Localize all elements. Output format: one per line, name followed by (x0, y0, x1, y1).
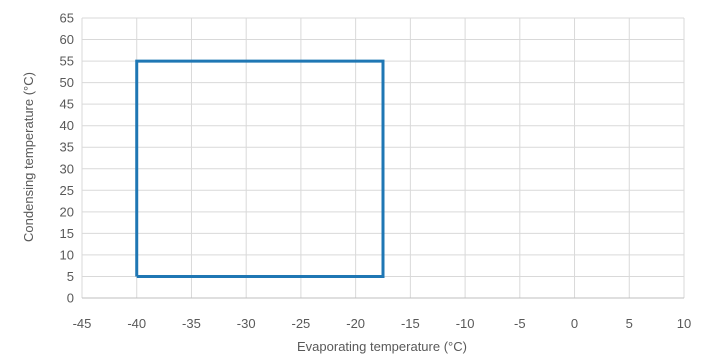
y-tick-label: 25 (60, 183, 74, 198)
y-tick-label: 10 (60, 247, 74, 262)
x-tick-label: -25 (292, 316, 311, 331)
x-tick-label: -40 (127, 316, 146, 331)
envelope-series-line (135, 59, 385, 278)
x-axis-label: Evaporating temperature (°C) (297, 339, 467, 354)
x-tick-label: -45 (73, 316, 92, 331)
x-tick-label: 10 (677, 316, 691, 331)
x-tick-label: -30 (237, 316, 256, 331)
x-tick-labels: -45 -40 -35 -30 -25 -20 -15 -10 -5 0 5 10 (73, 316, 692, 331)
y-tick-labels: 0 5 10 15 20 25 30 35 40 45 50 55 60 65 (60, 11, 74, 306)
y-tick-label: 35 (60, 140, 74, 155)
y-tick-label: 45 (60, 97, 74, 112)
x-tick-label: 0 (571, 316, 578, 331)
y-tick-label: 15 (60, 226, 74, 241)
y-tick-label: 30 (60, 161, 74, 176)
y-tick-label: 50 (60, 75, 74, 90)
x-tick-label: 5 (626, 316, 633, 331)
y-tick-label: 40 (60, 118, 74, 133)
y-tick-label: 55 (60, 54, 74, 69)
x-tick-label: -35 (182, 316, 201, 331)
y-axis-label: Condensing temperature (°C) (21, 72, 36, 242)
y-tick-label: 5 (67, 269, 74, 284)
x-tick-label: -5 (514, 316, 526, 331)
x-tick-label: -20 (346, 316, 365, 331)
y-tick-label: 20 (60, 204, 74, 219)
x-tick-label: -15 (401, 316, 420, 331)
x-tick-label: -10 (456, 316, 475, 331)
y-tick-label: 60 (60, 32, 74, 47)
series (135, 59, 385, 278)
y-tick-label: 0 (67, 291, 74, 306)
y-tick-label: 65 (60, 11, 74, 26)
